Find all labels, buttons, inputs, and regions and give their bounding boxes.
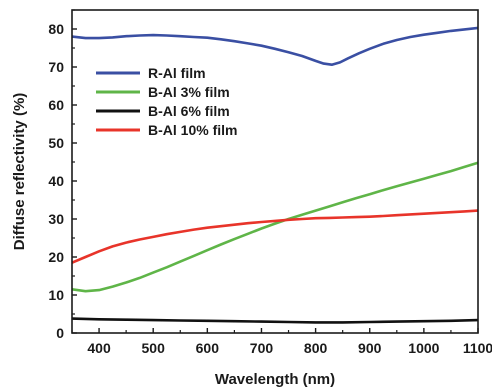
y-tick-label: 20 <box>48 249 64 265</box>
x-tick-label: 1000 <box>408 340 439 356</box>
plot-frame <box>71 9 479 334</box>
legend-label: B-Al 3% film <box>148 84 230 100</box>
x-tick-label: 700 <box>250 340 274 356</box>
y-tick-label: 10 <box>48 287 64 303</box>
y-tick-label: 60 <box>48 97 64 113</box>
series-line-b-al-3-film <box>72 161 478 293</box>
y-tick-label: 70 <box>48 59 64 75</box>
x-tick-label: 500 <box>142 340 166 356</box>
y-tick-label: 80 <box>48 21 64 37</box>
x-tick-label: 1100 <box>463 340 492 356</box>
y-tick-label: 50 <box>48 135 64 151</box>
series-layer <box>72 26 478 324</box>
y-tick-label: 30 <box>48 211 64 227</box>
x-axis-title: Wavelength (nm) <box>215 371 335 388</box>
series-line-b-al-6-film <box>72 317 478 324</box>
series-line-r-al-film <box>72 26 478 66</box>
legend-label: R-Al film <box>148 65 206 81</box>
y-axis-title: Diffuse reflectivity (%) <box>11 93 28 251</box>
legend-label: B-Al 10% film <box>148 122 237 138</box>
legend: R-Al film B-Al 3% film B-Al 6% film B-Al 10… <box>96 65 237 138</box>
ticks-layer: 400 500 600 700 800 900 1000 1100 0 10 20 30 40 50 60 7… <box>48 9 492 356</box>
x-tick-label: 900 <box>358 340 382 356</box>
y-tick-label: 40 <box>48 173 64 189</box>
x-tick-label: 800 <box>304 340 328 356</box>
x-tick-label: 400 <box>87 340 111 356</box>
x-tick-label: 600 <box>196 340 220 356</box>
series-line-b-al-10-film <box>72 209 478 264</box>
y-tick-label: 0 <box>56 325 64 341</box>
legend-label: B-Al 6% film <box>148 103 230 119</box>
